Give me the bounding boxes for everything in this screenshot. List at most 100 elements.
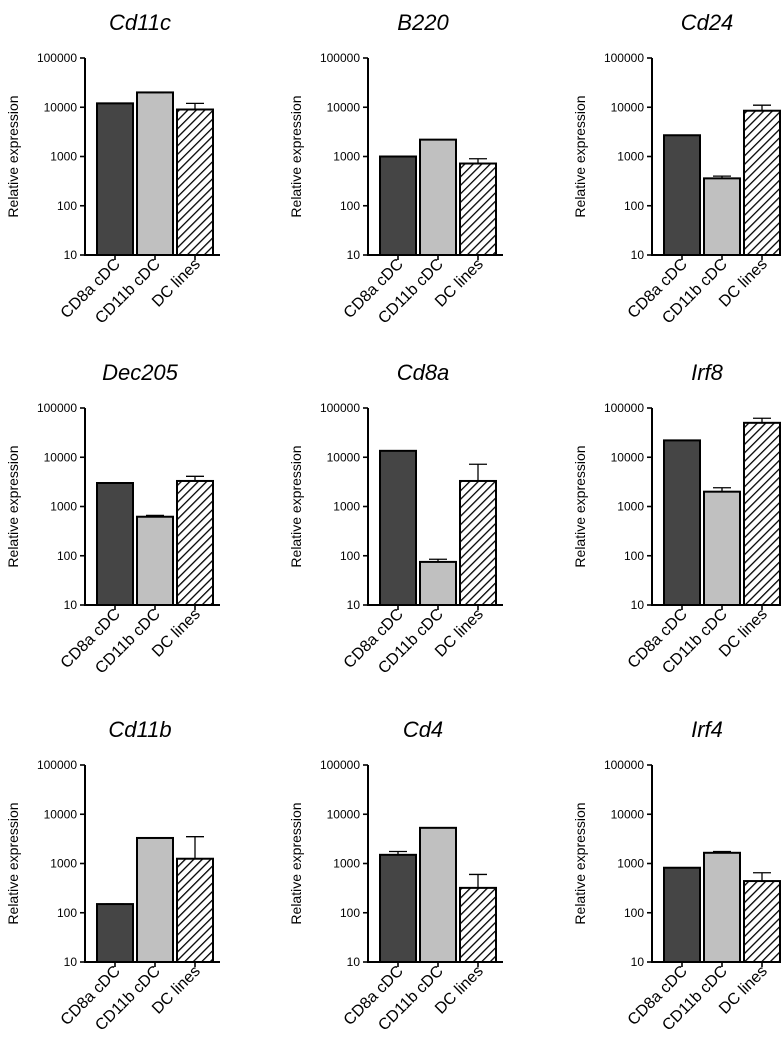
chart-4-ytick-label-5: 100000 <box>37 401 77 415</box>
chart-2-bar-1 <box>379 155 417 256</box>
chart-4-bar-3 <box>176 479 214 607</box>
chart-2-title: B220 <box>397 10 449 35</box>
chart-8-ytick-label-2: 100 <box>340 906 360 920</box>
chart-7-bar-1 <box>96 903 134 964</box>
chart-9-bar-3 <box>743 880 781 963</box>
chart-6-ytick-label-3: 1000 <box>617 500 644 514</box>
chart-7-ylabel: Relative expression <box>5 802 21 924</box>
chart-1-ytick-label-3: 1000 <box>50 150 77 164</box>
chart-8-title: Cd4 <box>403 717 443 742</box>
chart-4-ytick-label-3: 1000 <box>50 500 77 514</box>
chart-9-ylabel: Relative expression <box>572 802 588 924</box>
chart-3-ytick-label-2: 100 <box>624 199 644 213</box>
chart-7-ytick-label-3: 1000 <box>50 857 77 871</box>
chart-9-ytick-label-2: 100 <box>624 906 644 920</box>
chart-2: B220 Relative expression 10 100 1000 10000 100… <box>288 10 503 327</box>
chart-5-bar-3 <box>459 479 497 607</box>
chart-6-ytick-label-1: 10 <box>631 598 645 612</box>
chart-8: Cd4 Relative expression 10 100 1000 10000 1000… <box>288 717 503 1034</box>
chart-4-ytick-label-4: 10000 <box>44 450 78 464</box>
chart-2-bar-3 <box>459 162 497 256</box>
chart-9-ytick-label-4: 10000 <box>611 807 645 821</box>
chart-8-bar-3 <box>459 886 497 963</box>
chart-5: Cd8a Relative expression 10 100 1000 10000 100… <box>288 360 503 677</box>
chart-1-bar-3 <box>176 108 214 256</box>
chart-7-bar-3 <box>176 857 214 963</box>
chart-6: Irf8 Relative expression 10 100 1000 10000 100… <box>572 360 781 677</box>
chart-7-ytick-label-5: 100000 <box>37 758 77 772</box>
chart-3-ylabel: Relative expression <box>572 95 588 217</box>
chart-9-title: Irf4 <box>691 717 723 742</box>
chart-8-ytick-label-1: 10 <box>347 955 361 969</box>
chart-8-ytick-label-3: 1000 <box>333 857 360 871</box>
chart-3-ytick-label-4: 10000 <box>611 100 645 114</box>
chart-8-ylabel: Relative expression <box>288 802 304 924</box>
chart-9-ytick-label-5: 100000 <box>604 758 644 772</box>
chart-9-ytick-label-1: 10 <box>631 955 645 969</box>
chart-2-ytick-label-3: 1000 <box>333 150 360 164</box>
chart-4-bar-1 <box>96 482 134 606</box>
chart-2-ytick-label-2: 100 <box>340 199 360 213</box>
chart-1-ytick-label-5: 100000 <box>37 51 77 65</box>
chart-8-ytick-label-4: 10000 <box>327 807 361 821</box>
chart-3: Cd24 Relative expression 10 100 1000 10000 100… <box>572 10 781 327</box>
chart-8-ytick-label-5: 100000 <box>320 758 360 772</box>
chart-7-ytick-label-4: 10000 <box>44 807 78 821</box>
chart-3-title: Cd24 <box>681 10 734 35</box>
chart-4-ytick-label-2: 100 <box>57 549 77 563</box>
chart-7-title: Cd11b <box>108 717 171 742</box>
chart-4-ytick-label-1: 10 <box>64 598 78 612</box>
chart-4-title: Dec205 <box>102 360 179 385</box>
chart-1-ytick-label-2: 100 <box>57 199 77 213</box>
chart-5-ytick-label-4: 10000 <box>327 450 361 464</box>
chart-2-bar-2 <box>419 138 457 256</box>
chart-5-title: Cd8a <box>397 360 450 385</box>
chart-7-ytick-label-2: 100 <box>57 906 77 920</box>
chart-8-bar-1 <box>379 853 417 964</box>
chart-2-ytick-label-5: 100000 <box>320 51 360 65</box>
chart-9: Irf4 Relative expression 10 100 1000 10000 100… <box>572 717 781 1034</box>
chart-3-bar-2 <box>703 177 741 256</box>
chart-7: Cd11b Relative expression 10 100 1000 10000 10… <box>5 717 220 1034</box>
chart-6-bar-2 <box>703 490 741 607</box>
chart-5-bar-1 <box>379 449 417 606</box>
chart-2-ytick-label-1: 10 <box>347 248 361 262</box>
chart-7-ytick-label-1: 10 <box>64 955 78 969</box>
chart-6-title: Irf8 <box>691 360 724 385</box>
chart-6-ytick-label-2: 100 <box>624 549 644 563</box>
chart-5-bar-2 <box>419 560 457 607</box>
chart-9-ytick-label-3: 1000 <box>617 857 644 871</box>
chart-1-title: Cd11c <box>109 10 171 35</box>
chart-1: Cd11c Relative expression 10 100 1000 10000 10… <box>5 10 220 327</box>
chart-6-bar-1 <box>663 439 701 606</box>
chart-5-ytick-label-2: 100 <box>340 549 360 563</box>
chart-4-ylabel: Relative expression <box>5 445 21 567</box>
chart-6-ylabel: Relative expression <box>572 445 588 567</box>
chart-6-ytick-label-4: 10000 <box>611 450 645 464</box>
chart-3-bar-1 <box>663 134 701 257</box>
chart-3-ytick-label-1: 10 <box>631 248 645 262</box>
chart-3-ytick-label-5: 100000 <box>604 51 644 65</box>
chart-6-ytick-label-5: 100000 <box>604 401 644 415</box>
chart-5-ytick-label-1: 10 <box>347 598 361 612</box>
chart-5-ytick-label-5: 100000 <box>320 401 360 415</box>
chart-8-bar-2 <box>419 826 457 963</box>
chart-7-bar-2 <box>136 836 174 964</box>
chart-9-bar-2 <box>703 851 741 964</box>
chart-1-ylabel: Relative expression <box>5 95 21 217</box>
chart-3-ytick-label-3: 1000 <box>617 150 644 164</box>
chart-5-ytick-label-3: 1000 <box>333 500 360 514</box>
chart-9-bar-1 <box>663 866 701 964</box>
chart-4-bar-2 <box>136 515 174 607</box>
chart-3-bar-3 <box>743 109 781 256</box>
chart-4: Dec205 Relative expression 10 100 1000 10000 1… <box>5 360 220 677</box>
chart-1-bar-2 <box>136 91 174 256</box>
chart-6-bar-3 <box>743 421 781 606</box>
chart-1-ytick-label-1: 10 <box>64 248 78 262</box>
chart-2-ytick-label-4: 10000 <box>327 100 361 114</box>
chart-1-bar-1 <box>96 102 134 256</box>
chart-1-ytick-label-4: 10000 <box>44 100 78 114</box>
chart-2-ylabel: Relative expression <box>288 95 304 217</box>
chart-5-ylabel: Relative expression <box>288 445 304 567</box>
